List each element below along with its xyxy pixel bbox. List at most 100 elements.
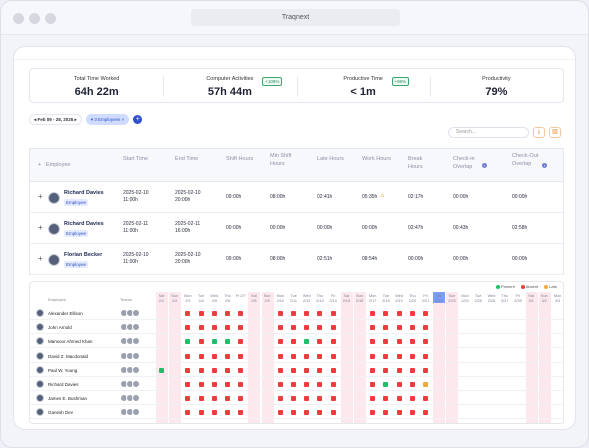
absent-cell[interactable] [409,367,415,373]
column-header[interactable]: Employee [46,162,71,168]
absent-cell[interactable] [198,311,204,316]
grid-row[interactable]: Alexander Ellison [30,306,563,320]
absent-cell[interactable] [383,396,389,402]
team-avatars[interactable] [120,351,140,360]
absent-cell[interactable] [211,311,217,316]
absent-cell[interactable] [317,396,323,402]
absent-cell[interactable] [304,410,310,416]
absent-cell[interactable] [238,410,244,416]
plus-icon[interactable]: + [38,162,42,168]
present-cell[interactable] [225,339,230,345]
absent-cell[interactable] [317,339,323,345]
absent-cell[interactable] [370,339,376,345]
grid-row[interactable]: Ganesh Dev [30,405,563,420]
absent-cell[interactable] [198,325,204,331]
absent-cell[interactable] [185,325,191,331]
team-avatars[interactable] [120,365,140,374]
add-filter-button[interactable]: + [133,114,143,124]
columns-icon[interactable]: ▥ [549,127,561,138]
absent-cell[interactable] [370,353,376,359]
absent-cell[interactable] [211,367,217,373]
absent-cell[interactable] [330,311,336,316]
absent-cell[interactable] [396,311,402,316]
team-avatars[interactable] [120,408,140,417]
absent-cell[interactable] [277,311,283,316]
absent-cell[interactable] [396,353,402,359]
absent-cell[interactable] [317,353,323,359]
window-dot-minimize[interactable] [29,13,40,24]
absent-cell[interactable] [396,396,402,402]
grid-row[interactable]: James E. Bushman [30,391,563,406]
absent-cell[interactable] [317,311,323,316]
expand-icon[interactable]: + [38,223,43,232]
grid-employee-name[interactable]: Paul W. Young [48,367,78,373]
absent-cell[interactable] [409,410,415,416]
absent-cell[interactable] [198,339,204,345]
absent-cell[interactable] [225,396,230,402]
absent-cell[interactable] [396,339,402,345]
team-avatars[interactable] [120,380,140,388]
absent-cell[interactable] [330,339,336,345]
column-header[interactable]: End Time [175,156,199,162]
expand-icon[interactable]: + [38,192,43,201]
absent-cell[interactable] [225,311,230,316]
absent-cell[interactable] [277,339,283,345]
absent-cell[interactable] [330,367,336,373]
team-avatars[interactable] [120,323,140,332]
absent-cell[interactable] [211,410,217,416]
absent-cell[interactable] [383,353,389,359]
column-header[interactable]: Break Hours [408,156,423,170]
present-cell[interactable] [211,339,217,345]
absent-cell[interactable] [330,353,336,359]
team-avatars[interactable] [120,309,140,317]
employee-name[interactable]: Richard Davies [64,190,104,196]
absent-cell[interactable] [291,311,296,316]
absent-cell[interactable] [370,396,376,402]
absent-cell[interactable] [304,382,310,387]
close-icon[interactable]: × [121,116,125,122]
grid-row[interactable]: Mansoor Ahmed Khan [30,334,563,349]
grid-employee-name[interactable]: Alexander Ellison [48,311,83,316]
absent-cell[interactable] [304,353,310,359]
window-dot-maximize[interactable] [45,13,56,24]
grid-row[interactable]: Paul W. Young [30,363,563,377]
table-row[interactable]: + Richard Davies Employee 2025-02-10 11:… [30,182,563,213]
grid-employee-name[interactable]: Ganesh Dev [48,410,74,416]
grid-row[interactable]: Richard Davies [30,377,563,391]
absent-cell[interactable] [291,396,296,402]
table-row[interactable]: + Richard Davies Employee 2025-02-11 11:… [30,213,563,244]
column-header[interactable]: Shift Hours [226,156,254,162]
absent-cell[interactable] [185,311,191,316]
absent-cell[interactable] [304,367,310,373]
absent-cell[interactable] [291,382,296,387]
grid-employee-name[interactable]: Mansoor Ahmed Khan [48,339,93,345]
present-cell[interactable] [304,339,310,345]
column-header[interactable]: Work Hours [362,156,391,162]
grid-employee-name[interactable]: David Z. Macdonald [48,353,89,359]
present-cell[interactable] [159,367,164,373]
employee-name[interactable]: Richard Davies [64,221,104,227]
present-cell[interactable] [383,382,389,387]
grid-row[interactable]: John Arnold [30,320,563,335]
absent-cell[interactable] [291,410,296,416]
absent-cell[interactable] [370,311,376,316]
team-avatars[interactable] [120,394,140,403]
table-row[interactable]: + Florian Becker Employee 2025-02-10 11:… [30,244,563,275]
absent-cell[interactable] [396,367,402,373]
date-range-picker[interactable]: ◂ Feb 09 - 28, 2025 ▸ [29,113,82,125]
absent-cell[interactable] [211,382,217,387]
absent-cell[interactable] [185,367,191,373]
absent-cell[interactable] [409,325,415,331]
absent-cell[interactable] [330,410,336,416]
absent-cell[interactable] [423,353,428,359]
absent-cell[interactable] [211,396,217,402]
absent-cell[interactable] [304,325,310,331]
search-input[interactable]: Search... [448,127,529,138]
absent-cell[interactable] [370,367,376,373]
absent-cell[interactable] [185,353,191,359]
absent-cell[interactable] [185,382,191,387]
absent-cell[interactable] [277,396,283,402]
absent-cell[interactable] [396,410,402,416]
absent-cell[interactable] [383,325,389,331]
absent-cell[interactable] [317,367,323,373]
